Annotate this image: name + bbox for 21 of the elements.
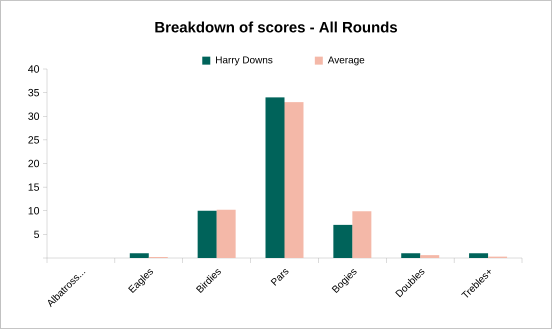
bar	[216, 210, 236, 258]
y-tick-label: 20	[28, 160, 40, 168]
y-tick-label: 30	[28, 112, 40, 120]
bar	[333, 224, 352, 258]
y-tick-label: 35	[28, 88, 40, 96]
y-tick-label: 10	[28, 207, 40, 214]
bar	[284, 102, 304, 258]
bar	[266, 97, 284, 258]
legend-label: Average	[328, 56, 364, 66]
legend-label: Harry Downs	[216, 56, 272, 66]
bar	[420, 255, 440, 258]
bar	[469, 253, 488, 258]
bar	[198, 210, 217, 258]
y-tick-label: 15	[28, 183, 40, 191]
chart-title: Breakdown of scores - All Rounds	[155, 22, 398, 32]
y-tick-label: 5	[34, 230, 40, 238]
bar	[401, 253, 420, 258]
y-tick-label: 25	[28, 136, 40, 144]
y-tick-label: 40	[28, 65, 40, 73]
bar	[130, 253, 149, 258]
bar	[352, 211, 372, 258]
